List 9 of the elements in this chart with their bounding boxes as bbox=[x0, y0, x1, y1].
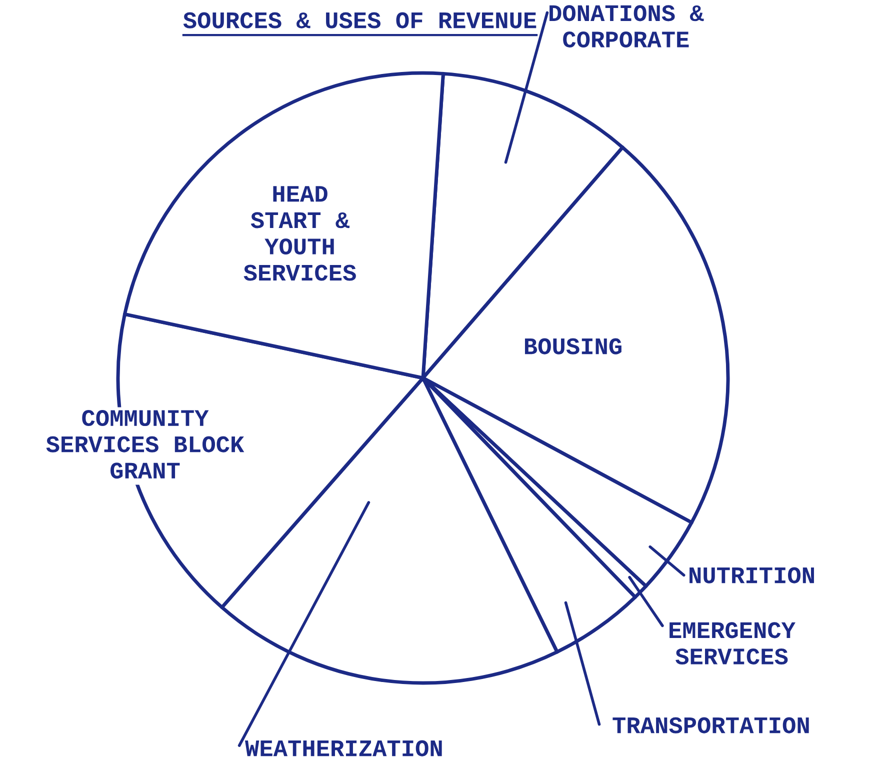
slice-label: WEATHERIZATION bbox=[245, 740, 442, 756]
slice-label: BOUSING bbox=[524, 338, 622, 354]
slice-label: NUTRITION bbox=[690, 567, 814, 584]
chart-title: SOURCES & USES OF REVENUE bbox=[183, 12, 536, 28]
slice-label: COMMUNITY SERVICES BLOCK GRANT bbox=[46, 410, 244, 479]
slice-label: HEAD START & YOUTH SERVICES bbox=[244, 186, 356, 281]
slice-label: TRANSPORTATION bbox=[612, 717, 809, 734]
slice-label: DONATIONS & CORPORATE bbox=[550, 5, 704, 48]
slice-label: EMERGENCY SERVICES bbox=[670, 622, 796, 664]
